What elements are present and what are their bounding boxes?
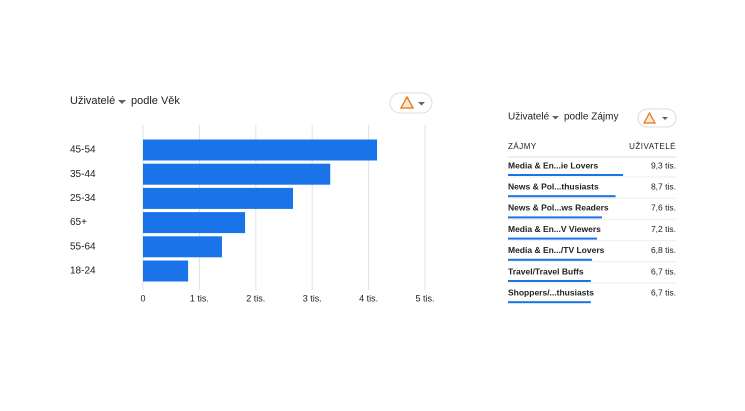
x-tick-label: 0 bbox=[140, 293, 145, 303]
value-bar bbox=[508, 258, 593, 261]
value-bar bbox=[508, 237, 598, 240]
warning-button[interactable] bbox=[637, 108, 677, 128]
row-name: Travel/Travel Buffs bbox=[508, 266, 584, 276]
warning-icon bbox=[399, 95, 415, 109]
y-tick-label: 55-64 bbox=[70, 241, 96, 252]
row-name: News & Pol...ws Readers bbox=[508, 203, 609, 213]
dropdown-arrow bbox=[662, 117, 668, 120]
chart-title: Uživatelé bbox=[70, 95, 115, 107]
dropdown-arrow[interactable] bbox=[552, 116, 559, 120]
x-tick-label: 4 tis. bbox=[359, 293, 378, 303]
chart-subtitle: podle Věk bbox=[131, 95, 180, 107]
row-value: 9,3 tis. bbox=[651, 160, 676, 170]
row-value: 7,6 tis. bbox=[651, 203, 676, 213]
value-bar bbox=[508, 216, 602, 219]
row-name: Shoppers/...thusiasts bbox=[508, 287, 594, 297]
value-bar bbox=[508, 195, 616, 198]
row-name: News & Pol...thusiasts bbox=[508, 181, 599, 191]
dropdown-arrow[interactable] bbox=[118, 100, 126, 104]
column-header: UŽIVATELÉ bbox=[629, 142, 676, 151]
y-tick-label: 45-54 bbox=[70, 145, 96, 156]
value-bar bbox=[508, 174, 623, 176]
warning-icon bbox=[642, 111, 657, 124]
row-name: Media & En...V Viewers bbox=[508, 224, 601, 234]
bar bbox=[143, 260, 189, 282]
table-subtitle: podle Zájmy bbox=[564, 112, 618, 123]
x-tick-label: 5 tis. bbox=[415, 293, 434, 303]
value-bar bbox=[508, 280, 591, 282]
y-tick-label: 18-24 bbox=[70, 266, 96, 277]
row-name: Media & En...ie Lovers bbox=[508, 160, 598, 170]
x-tick-label: 2 tis. bbox=[246, 293, 265, 303]
y-tick-label: 65+ bbox=[70, 217, 87, 228]
table-title: Uživatelé bbox=[508, 112, 550, 123]
bar bbox=[143, 212, 246, 234]
x-tick-label: 1 tis. bbox=[190, 293, 209, 303]
y-tick-label: 25-34 bbox=[70, 193, 96, 204]
value-bar bbox=[508, 301, 591, 304]
bar bbox=[143, 163, 331, 185]
bar bbox=[143, 187, 294, 209]
row-value: 8,7 tis. bbox=[651, 181, 676, 191]
row-value: 7,2 tis. bbox=[651, 224, 676, 234]
row-value: 6,8 tis. bbox=[651, 245, 676, 255]
bar bbox=[143, 236, 222, 258]
dropdown-arrow bbox=[418, 102, 425, 106]
row-name: Media & En.../TV Lovers bbox=[508, 245, 605, 255]
row-value: 6,7 tis. bbox=[651, 287, 676, 297]
column-header: ZÁJMY bbox=[508, 142, 537, 151]
bar bbox=[143, 139, 378, 161]
x-tick-label: 3 tis. bbox=[303, 293, 322, 303]
row-value: 6,7 tis. bbox=[651, 266, 676, 276]
y-tick-label: 35-44 bbox=[70, 169, 96, 180]
